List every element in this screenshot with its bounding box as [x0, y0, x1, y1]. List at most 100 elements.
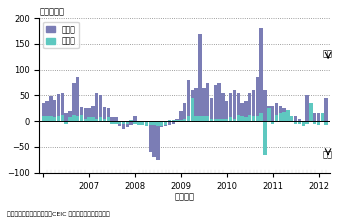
Bar	[275, 103, 278, 121]
Bar	[84, 108, 87, 121]
Bar	[283, 108, 286, 121]
Bar	[179, 120, 183, 121]
Bar	[221, 118, 225, 121]
Bar	[256, 116, 259, 121]
Bar	[130, 121, 133, 125]
Bar	[259, 113, 263, 121]
Bar	[137, 121, 140, 124]
Bar	[283, 112, 286, 121]
Bar	[84, 118, 87, 121]
Bar	[302, 121, 305, 126]
Bar	[321, 116, 324, 121]
Bar	[229, 117, 232, 121]
Bar	[244, 101, 248, 121]
Text: 流出: 流出	[322, 150, 332, 159]
Bar	[217, 118, 221, 121]
Bar	[286, 110, 290, 121]
Bar	[87, 117, 91, 121]
Bar	[80, 107, 83, 121]
Bar	[57, 116, 60, 121]
Bar	[122, 121, 125, 124]
Bar	[290, 118, 293, 121]
Bar	[183, 103, 186, 121]
Bar	[160, 121, 164, 126]
Bar	[313, 121, 317, 124]
Bar	[49, 96, 53, 121]
Bar	[171, 121, 175, 124]
Bar	[294, 121, 297, 124]
Bar	[91, 106, 95, 121]
Bar	[194, 116, 198, 121]
Bar	[271, 121, 274, 124]
Bar	[290, 116, 293, 121]
Bar	[145, 121, 148, 125]
Bar	[179, 111, 183, 121]
Bar	[53, 117, 56, 121]
Bar	[164, 121, 167, 126]
Bar	[68, 111, 72, 121]
Bar	[256, 77, 259, 121]
Bar	[202, 88, 206, 121]
Bar	[122, 121, 125, 129]
Bar	[171, 120, 175, 121]
Bar	[198, 34, 202, 121]
Bar	[110, 121, 114, 124]
Bar	[49, 116, 53, 121]
Bar	[72, 115, 75, 121]
Bar	[321, 113, 324, 121]
Bar	[114, 121, 118, 124]
Bar	[263, 121, 267, 155]
Bar	[72, 83, 75, 121]
Legend: 海外勢, 国内勢: 海外勢, 国内勢	[43, 22, 79, 48]
Bar	[278, 113, 282, 121]
Bar	[76, 116, 79, 121]
Bar	[168, 120, 171, 121]
Bar	[114, 117, 118, 121]
Bar	[317, 113, 320, 121]
Bar	[175, 118, 179, 121]
Bar	[225, 101, 228, 121]
Bar	[278, 106, 282, 121]
Bar	[126, 121, 129, 127]
Bar	[130, 120, 133, 121]
Bar	[240, 103, 244, 121]
Bar	[210, 118, 213, 121]
Bar	[160, 121, 164, 127]
Bar	[198, 116, 202, 121]
Bar	[309, 103, 312, 121]
Bar	[229, 93, 232, 121]
Bar	[233, 118, 236, 121]
Bar	[103, 107, 106, 121]
Bar	[164, 121, 167, 125]
Bar	[263, 90, 267, 121]
Bar	[275, 115, 278, 121]
Bar	[206, 83, 209, 121]
Bar	[271, 106, 274, 121]
Bar	[45, 101, 49, 121]
Bar	[252, 116, 255, 121]
Bar	[61, 93, 64, 121]
Bar	[137, 121, 140, 125]
Bar	[41, 103, 45, 121]
Bar	[298, 118, 301, 121]
Bar	[65, 113, 68, 121]
Bar	[305, 95, 309, 121]
Text: （億ドル）: （億ドル）	[39, 7, 64, 16]
Bar	[106, 117, 110, 121]
Bar	[133, 121, 137, 124]
Bar	[99, 117, 102, 121]
Bar	[302, 121, 305, 124]
Bar	[95, 93, 99, 121]
Bar	[133, 116, 137, 121]
Bar	[103, 118, 106, 121]
Bar	[217, 83, 221, 121]
Bar	[237, 115, 240, 121]
Bar	[309, 106, 312, 121]
X-axis label: （年月）: （年月）	[175, 192, 195, 201]
Bar	[237, 93, 240, 121]
Bar	[214, 85, 217, 121]
Bar	[187, 116, 190, 121]
Bar	[152, 121, 156, 157]
Bar	[175, 120, 179, 121]
Bar	[76, 77, 79, 121]
